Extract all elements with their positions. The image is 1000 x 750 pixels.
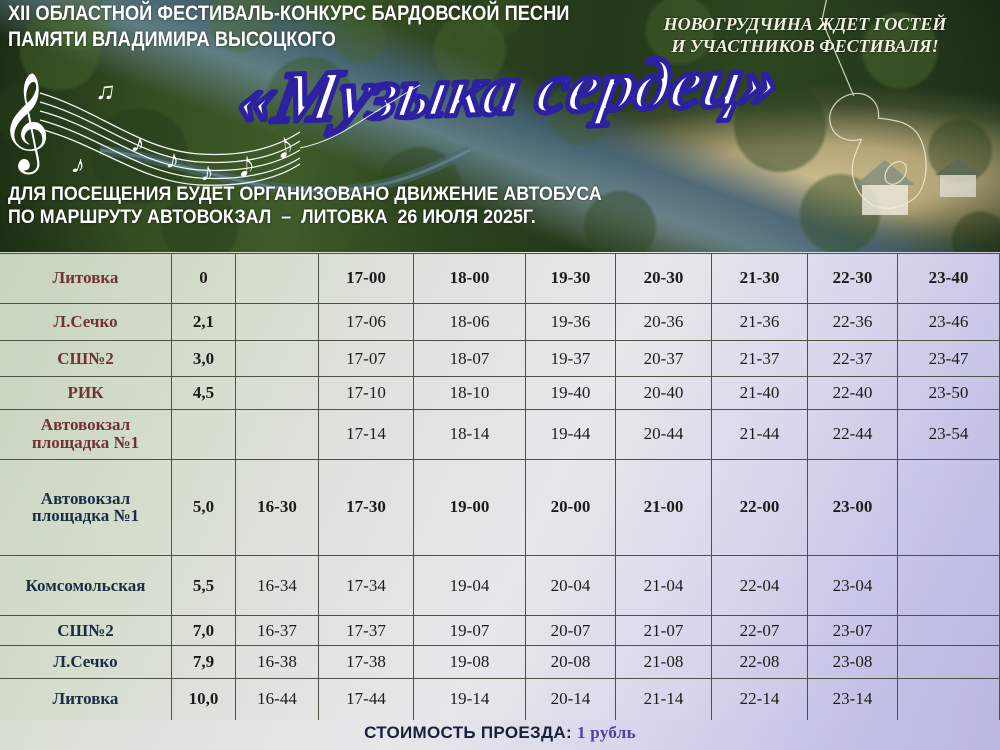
svg-text:♫: ♫	[94, 75, 117, 106]
svg-text:𝅘𝅥𝅮: 𝅘𝅥𝅮	[240, 153, 253, 182]
svg-text:♪: ♪	[128, 128, 148, 159]
svg-text:♪: ♪	[164, 144, 182, 175]
svg-text:𝅘𝅥𝅮: 𝅘𝅥𝅮	[277, 133, 294, 164]
svg-text:♪: ♪	[68, 149, 89, 181]
svg-text:𝄞: 𝄞	[0, 74, 50, 175]
svg-text:♪: ♪	[199, 157, 215, 187]
